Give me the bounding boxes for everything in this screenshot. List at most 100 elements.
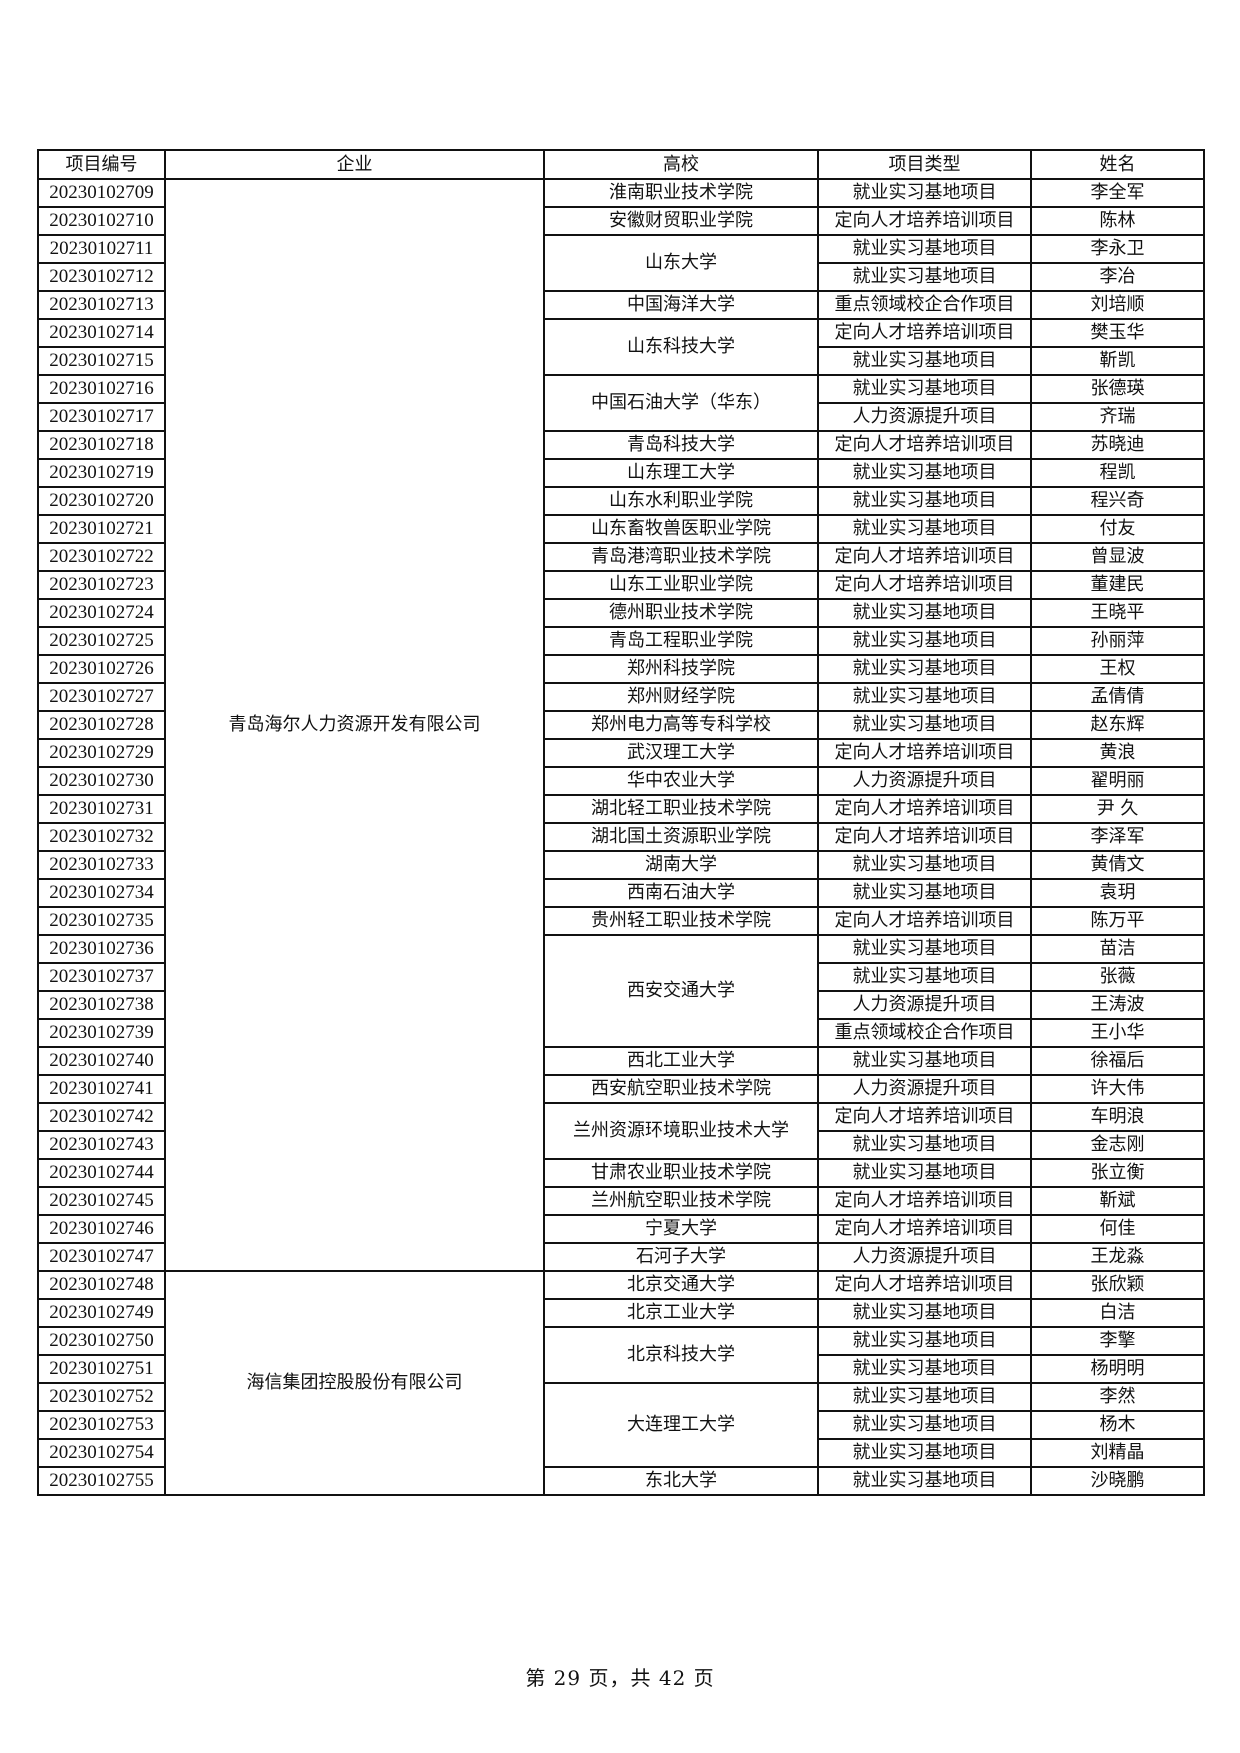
project-id-cell: 20230102749 <box>37 1298 166 1328</box>
person-name-cell: 杨明明 <box>1030 1354 1205 1384</box>
person-name-cell: 孙丽萍 <box>1030 626 1205 656</box>
person-name-cell: 沙晓鹏 <box>1030 1466 1205 1496</box>
project-type-cell: 人力资源提升项目 <box>817 990 1032 1020</box>
table-row: 20230102727 郑州财经学院 就业实习基地项目 孟倩倩 <box>37 682 1205 712</box>
school-cell: 郑州科技学院 <box>543 654 819 684</box>
project-id-cell: 20230102711 <box>37 234 166 264</box>
school-cell: 北京交通大学 <box>543 1270 819 1300</box>
project-type-cell: 定向人才培养培训项目 <box>817 1102 1032 1132</box>
table-row: 20230102736 西安交通大学 就业实习基地项目 苗洁 <box>37 934 1205 1048</box>
table-row: 20230102712 就业实习基地项目 李冶 <box>37 262 1205 292</box>
project-table: 项目编号 企业 高校 项目类型 姓名 20230102709 青岛海尔人力资源开发… <box>37 149 1205 1496</box>
header-name: 姓名 <box>1030 149 1205 180</box>
school-cell: 郑州财经学院 <box>543 682 819 712</box>
table-row: 20230102755 东北大学 就业实习基地项目 沙晓鹏 <box>37 1466 1205 1496</box>
project-id-cell: 20230102710 <box>37 206 166 236</box>
table-row: 20230102738 人力资源提升项目 王涛波 <box>37 990 1205 1020</box>
table-row: 20230102731 湖北轻工职业技术学院 定向人才培养培训项目尹 久 <box>37 794 1205 824</box>
header-row: 项目编号 企业 高校 项目类型 姓名 <box>37 149 1205 180</box>
person-name-cell: 许大伟 <box>1030 1074 1205 1104</box>
person-name-cell: 王晓平 <box>1030 598 1205 628</box>
school-cell: 青岛科技大学 <box>543 430 819 460</box>
header-company: 企业 <box>164 149 545 180</box>
project-id-cell: 20230102745 <box>37 1186 166 1216</box>
project-id-cell: 20230102741 <box>37 1074 166 1104</box>
project-type-cell: 定向人才培养培训项目 <box>817 570 1032 600</box>
table-row: 20230102711 山东大学 就业实习基地项目 李永卫 <box>37 234 1205 292</box>
person-name-cell: 翟明丽 <box>1030 766 1205 796</box>
project-id-cell: 20230102731 <box>37 794 166 824</box>
project-id-cell: 20230102748 <box>37 1270 166 1300</box>
table-row: 20230102710 安徽财贸职业学院 定向人才培养培训项目 陈林 <box>37 206 1205 236</box>
person-name-cell: 赵东辉 <box>1030 710 1205 740</box>
table-row: 20230102741 西安航空职业技术学院 人力资源提升项目 许大伟 <box>37 1074 1205 1104</box>
project-id-cell: 20230102715 <box>37 346 166 376</box>
school-cell: 大连理工大学 <box>543 1382 819 1468</box>
school-cell: 山东水利职业学院 <box>543 486 819 516</box>
project-id-cell: 20230102728 <box>37 710 166 740</box>
person-name-cell: 金志刚 <box>1030 1130 1205 1160</box>
table-row: 20230102723 山东工业职业学院 定向人才培养培训项目 董建民 <box>37 570 1205 600</box>
project-type-cell: 就业实习基地项目 <box>817 710 1032 740</box>
school-cell: 湖北国土资源职业学院 <box>543 822 819 852</box>
table-body: 20230102709 青岛海尔人力资源开发有限公司 淮南职业技术学院 就业实习基地项… <box>37 178 1205 1496</box>
project-type-cell: 就业实习基地项目 <box>817 1438 1032 1468</box>
table-row: 20230102740 西北工业大学 就业实习基地项目 徐福后 <box>37 1046 1205 1076</box>
table-row: 20230102733 湖南大学 就业实习基地项目 黄倩文 <box>37 850 1205 880</box>
project-type-cell: 就业实习基地项目 <box>817 1354 1032 1384</box>
table-row: 20230102734 西南石油大学 就业实习基地项目 袁玥 <box>37 878 1205 908</box>
project-type-cell: 就业实习基地项目 <box>817 850 1032 880</box>
project-id-cell: 20230102738 <box>37 990 166 1020</box>
project-id-cell: 20230102739 <box>37 1018 166 1048</box>
school-cell: 郑州电力高等专科学校 <box>543 710 819 740</box>
company-cell: 青岛海尔人力资源开发有限公司 <box>164 178 545 1272</box>
person-name-cell: 曾显波 <box>1030 542 1205 572</box>
project-id-cell: 20230102717 <box>37 402 166 432</box>
project-id-cell: 20230102712 <box>37 262 166 292</box>
project-type-cell: 就业实习基地项目 <box>817 234 1032 264</box>
project-id-cell: 20230102720 <box>37 486 166 516</box>
person-name-cell: 苏晓迪 <box>1030 430 1205 460</box>
person-name-cell: 杨木 <box>1030 1410 1205 1440</box>
project-id-cell: 20230102754 <box>37 1438 166 1468</box>
person-name-cell: 程凯 <box>1030 458 1205 488</box>
person-name-cell: 齐瑞 <box>1030 402 1205 432</box>
person-name-cell: 董建民 <box>1030 570 1205 600</box>
table-row: 20230102730 华中农业大学 人力资源提升项目 翟明丽 <box>37 766 1205 796</box>
school-cell: 兰州航空职业技术学院 <box>543 1186 819 1216</box>
person-name-cell: 刘精晶 <box>1030 1438 1205 1468</box>
project-type-cell: 就业实习基地项目 <box>817 262 1032 292</box>
table-row: 20230102735 贵州轻工职业技术学院 定向人才培养培训项目 陈万平 <box>37 906 1205 936</box>
person-name-cell: 黄浪 <box>1030 738 1205 768</box>
project-type-cell: 就业实习基地项目 <box>817 1382 1032 1412</box>
project-type-cell: 就业实习基地项目 <box>817 1410 1032 1440</box>
person-name-cell: 袁玥 <box>1030 878 1205 908</box>
project-type-cell: 人力资源提升项目 <box>817 402 1032 432</box>
project-type-cell: 就业实习基地项目 <box>817 178 1032 208</box>
project-id-cell: 20230102755 <box>37 1466 166 1496</box>
project-type-cell: 定向人才培养培训项目 <box>817 318 1032 348</box>
header-project-type: 项目类型 <box>817 149 1032 180</box>
school-cell: 山东理工大学 <box>543 458 819 488</box>
project-id-cell: 20230102740 <box>37 1046 166 1076</box>
project-id-cell: 20230102719 <box>37 458 166 488</box>
person-name-cell: 尹 久 <box>1030 794 1205 824</box>
project-id-cell: 20230102727 <box>37 682 166 712</box>
person-name-cell: 李全军 <box>1030 178 1205 208</box>
school-cell: 石河子大学 <box>543 1242 819 1272</box>
project-type-cell: 就业实习基地项目 <box>817 1326 1032 1356</box>
project-id-cell: 20230102730 <box>37 766 166 796</box>
school-cell: 青岛工程职业学院 <box>543 626 819 656</box>
project-id-cell: 20230102734 <box>37 878 166 908</box>
person-name-cell: 王涛波 <box>1030 990 1205 1020</box>
table-row: 20230102719 山东理工大学 就业实习基地项目 程凯 <box>37 458 1205 488</box>
table-row: 20230102728 郑州电力高等专科学校 就业实习基地项目 赵东辉 <box>37 710 1205 740</box>
table-row: 20230102722 青岛港湾职业技术学院 定向人才培养培训项目 曾显波 <box>37 542 1205 572</box>
school-cell: 西安航空职业技术学院 <box>543 1074 819 1104</box>
person-name-cell: 黄倩文 <box>1030 850 1205 880</box>
header-school: 高校 <box>543 149 819 180</box>
person-name-cell: 何佳 <box>1030 1214 1205 1244</box>
table-row: 20230102714 山东科技大学 定向人才培养培训项目 樊玉华 <box>37 318 1205 376</box>
school-cell: 中国石油大学（华东） <box>543 374 819 432</box>
person-name-cell: 车明浪 <box>1030 1102 1205 1132</box>
